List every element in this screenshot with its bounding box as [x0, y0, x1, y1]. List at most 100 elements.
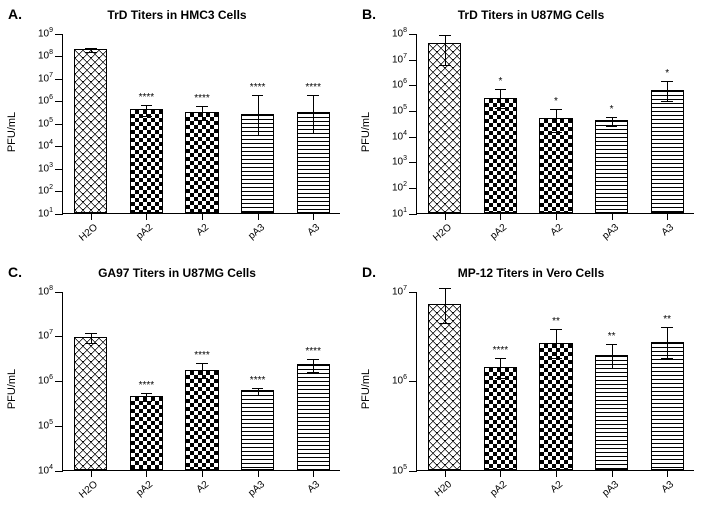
x-tick-label: A2	[549, 222, 565, 238]
significance-label: **	[608, 331, 616, 342]
x-tick	[445, 214, 446, 220]
error-bar	[91, 333, 92, 344]
error-cap	[141, 401, 153, 402]
error-cap	[439, 288, 451, 289]
x-tick-label: pA3	[246, 479, 267, 499]
y-tick	[409, 162, 417, 163]
y-tick	[409, 34, 417, 35]
y-tick-label: 103	[392, 157, 407, 168]
error-cap	[606, 344, 618, 345]
error-cap	[196, 106, 208, 107]
x-tick-label: H2O	[431, 222, 454, 244]
error-bar	[313, 95, 314, 133]
y-tick	[55, 101, 63, 102]
y-tick-label: 105	[392, 105, 407, 116]
y-tick-label: 107	[38, 73, 53, 84]
x-tick-label: H20	[433, 479, 454, 499]
x-tick-label: A3	[660, 479, 676, 495]
error-cap	[85, 343, 97, 344]
bar	[297, 364, 330, 470]
y-tick	[409, 214, 417, 215]
y-tick-label: 102	[392, 182, 407, 193]
panel-title: TrD Titers in HMC3 Cells	[4, 8, 350, 22]
panel-D: D.MP-12 Titers in Vero CellsPFU/mL105106…	[358, 264, 704, 516]
x-tick	[258, 471, 259, 477]
error-cap	[307, 372, 319, 373]
y-tick	[55, 79, 63, 80]
x-tick-label: pA2	[489, 222, 510, 242]
error-bar	[202, 363, 203, 377]
error-cap	[661, 81, 673, 82]
panel-C: C.GA97 Titers in U87MG CellsPFU/mL104105…	[4, 264, 350, 516]
error-cap	[252, 135, 264, 136]
y-tick-label: 104	[38, 466, 53, 477]
significance-label: **	[552, 316, 560, 327]
error-cap	[141, 105, 153, 106]
x-tick	[146, 471, 147, 477]
error-bar	[556, 109, 557, 132]
error-cap	[85, 52, 97, 53]
y-tick	[55, 214, 63, 215]
bar	[74, 49, 107, 213]
y-tick-label: 108	[38, 286, 53, 297]
error-cap	[495, 378, 507, 379]
error-cap	[252, 395, 264, 396]
y-tick	[55, 169, 63, 170]
y-axis-label: PFU/mL	[360, 112, 372, 152]
y-axis-label: PFU/mL	[6, 112, 18, 152]
error-cap	[85, 48, 97, 49]
plot-area: 101102103104105106107108109*************…	[62, 34, 340, 214]
bar	[74, 337, 107, 470]
error-cap	[252, 95, 264, 96]
x-tick	[91, 214, 92, 220]
x-tick-label: A3	[306, 222, 322, 238]
bar	[428, 304, 461, 470]
y-tick-label: 102	[38, 186, 53, 197]
error-cap	[141, 393, 153, 394]
y-tick-label: 109	[38, 29, 53, 40]
y-tick-label: 104	[38, 141, 53, 152]
error-bar	[500, 89, 501, 108]
error-bar	[667, 327, 668, 358]
plot-area: 101102103104105106107108****H2OpA2A2pA3A…	[416, 34, 694, 214]
y-tick	[409, 381, 417, 382]
x-tick	[556, 471, 557, 477]
error-bar	[556, 329, 557, 358]
x-tick	[612, 471, 613, 477]
y-tick-label: 106	[392, 376, 407, 387]
y-tick	[409, 188, 417, 189]
error-bar	[612, 117, 613, 127]
error-cap	[439, 323, 451, 324]
x-tick	[500, 214, 501, 220]
bar	[484, 367, 517, 470]
x-tick-label: A2	[549, 479, 565, 495]
error-cap	[196, 363, 208, 364]
bars-group: **********	[417, 292, 694, 471]
error-bar	[258, 95, 259, 136]
y-tick-label: 107	[392, 54, 407, 65]
x-tick-label: A2	[195, 479, 211, 495]
error-bar	[612, 344, 613, 368]
significance-label: *	[610, 104, 614, 115]
error-cap	[439, 35, 451, 36]
y-tick-label: 106	[38, 96, 53, 107]
error-bar	[445, 35, 446, 65]
y-tick-label: 105	[38, 421, 53, 432]
significance-label: *	[665, 68, 669, 79]
y-tick	[55, 56, 63, 57]
x-tick-label: pA2	[135, 222, 156, 242]
y-tick-label: 101	[392, 208, 407, 219]
error-cap	[196, 120, 208, 121]
plot-area: 105106107**********H20pA2A2pA3A3	[416, 292, 694, 472]
x-tick-label: pA3	[246, 222, 267, 242]
x-tick-label: A3	[306, 479, 322, 495]
bar	[484, 98, 517, 213]
error-bar	[202, 106, 203, 120]
error-cap	[307, 133, 319, 134]
error-cap	[439, 65, 451, 66]
error-cap	[550, 358, 562, 359]
bar	[185, 370, 218, 470]
x-tick-label: A3	[660, 222, 676, 238]
error-cap	[307, 359, 319, 360]
bars-group: ****************	[63, 34, 340, 213]
